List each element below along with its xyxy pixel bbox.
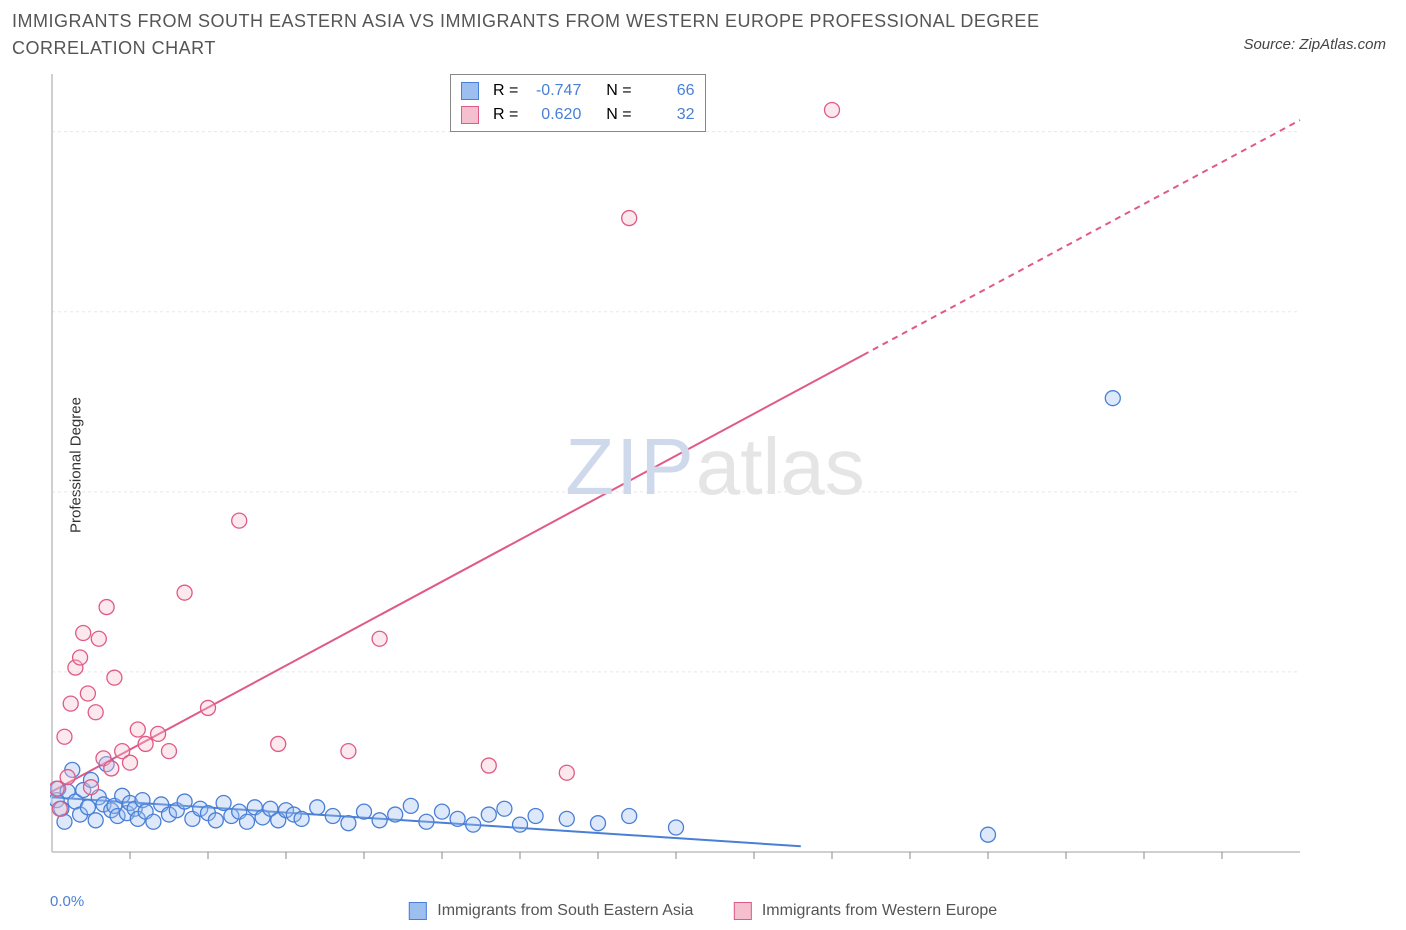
chart-svg [50, 72, 1380, 862]
r-label: R = [493, 79, 518, 103]
n-label: N = [606, 79, 631, 103]
legend-label-weu: Immigrants from Western Europe [762, 902, 997, 919]
bottom-legend: Immigrants from South Eastern Asia Immig… [409, 902, 997, 920]
n-value-weu: 32 [640, 103, 695, 127]
legend-item-weu: Immigrants from Western Europe [733, 902, 997, 920]
n-value-sea: 66 [640, 79, 695, 103]
source-label: Source: ZipAtlas.com [1243, 36, 1386, 53]
swatch-weu [461, 106, 479, 124]
stats-row-sea: R = -0.747 N = 66 [461, 79, 695, 103]
legend-item-sea: Immigrants from South Eastern Asia [409, 902, 694, 920]
x-min-label: 0.0% [50, 893, 84, 910]
swatch-sea [461, 82, 479, 100]
n-label: N = [606, 103, 631, 127]
legend-label-sea: Immigrants from South Eastern Asia [437, 902, 693, 919]
r-value-sea: -0.747 [526, 79, 581, 103]
r-label: R = [493, 103, 518, 127]
r-value-weu: 0.620 [526, 103, 581, 127]
stats-row-weu: R = 0.620 N = 32 [461, 103, 695, 127]
stats-legend-box: R = -0.747 N = 66 R = 0.620 N = 32 [450, 74, 706, 132]
swatch-weu-icon [733, 902, 751, 920]
scatter-plot: ZIPatlas R = -0.747 N = 66 R = 0.620 N =… [50, 72, 1380, 862]
chart-title: IMMIGRANTS FROM SOUTH EASTERN ASIA VS IM… [12, 8, 1112, 62]
swatch-sea-icon [409, 902, 427, 920]
